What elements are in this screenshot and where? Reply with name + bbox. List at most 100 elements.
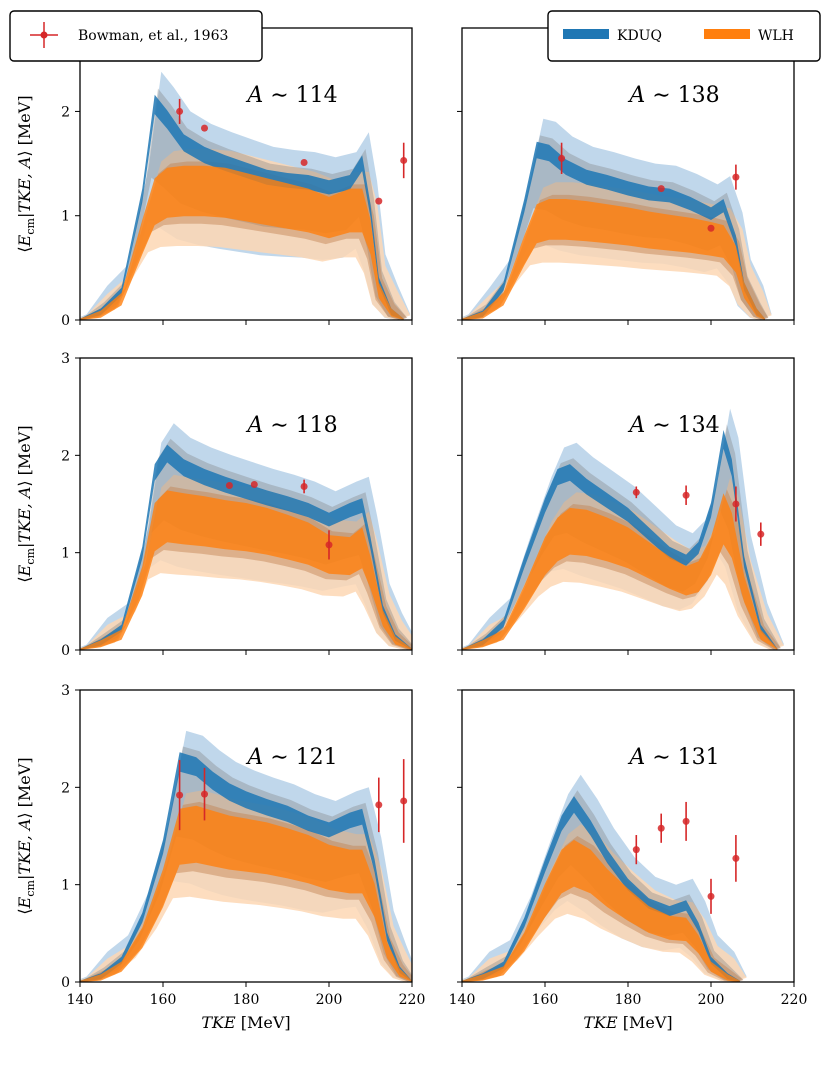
data-marker: [300, 482, 308, 490]
data-point-3: [707, 224, 715, 232]
data-point-2: [682, 485, 690, 505]
data-marker: [757, 530, 765, 538]
y-tick-label: 1: [61, 209, 70, 225]
legend-series-frame: [547, 10, 821, 62]
data-point-3: [375, 777, 383, 833]
x-axis-label: TKE [MeV]: [201, 1013, 290, 1032]
x-tick-label: 180: [615, 992, 642, 1008]
data-marker: [250, 481, 258, 489]
panel-title: A ∼ 138: [627, 83, 719, 108]
panel-5: 140 160 180 200 220 0 1 2 3 A ∼ 121 ⟨Ecm|TKE, A⟩ […: [15, 683, 425, 1032]
data-marker: [375, 197, 383, 205]
data-point-4: [375, 197, 383, 205]
y-axis-label: ⟨Ecm|TKE, A⟩ [MeV]: [15, 425, 37, 582]
panel-2-plot-area: [462, 118, 772, 320]
panel-3-plot-area: [80, 423, 412, 650]
x-tick-label: 200: [316, 992, 343, 1008]
wlh-inner-band: [462, 839, 740, 982]
panel-6: 140 160 180 200 220 A ∼ 131 TKE [MeV]: [449, 689, 808, 1032]
wlh-inner-band: [462, 493, 778, 650]
panel-3: 0 1 2 3 A ∼ 118 ⟨Ecm|TKE, A⟩ [MeV]: [15, 351, 413, 659]
data-marker: [732, 500, 740, 508]
data-marker: [300, 159, 308, 167]
data-point-4: [707, 878, 715, 914]
panel-6-plot-area: [462, 774, 747, 982]
data-point-3: [300, 159, 308, 167]
data-point-1: [176, 760, 184, 831]
x-tick-label: 160: [532, 992, 559, 1008]
panel-title: A ∼ 114: [245, 83, 337, 108]
legend-data: Bowman, et al., 1963: [9, 10, 263, 62]
panel-1-plot-area: [80, 71, 411, 320]
data-marker: [682, 491, 690, 499]
panels-group: 0 1 2 A ∼ 114 ⟨Ecm|TKE, A⟩ [MeV] A ∼ 138 0 1 2 3 A…: [15, 27, 808, 1032]
panel-4: A ∼ 134: [457, 357, 795, 655]
data-point-2: [250, 481, 258, 489]
data-point-3: [732, 486, 740, 522]
y-tick-label: 0: [61, 975, 70, 991]
y-tick-label: 2: [61, 448, 70, 464]
data-marker: [225, 482, 233, 490]
wlh-inner-band: [80, 805, 412, 982]
data-marker: [632, 488, 640, 496]
y-tick-label: 2: [61, 104, 70, 120]
panel-2: A ∼ 138: [457, 27, 795, 325]
kduq-inner-band: [80, 444, 412, 650]
data-point-3: [682, 801, 690, 841]
panel-title: A ∼ 134: [627, 413, 719, 438]
data-point-1: [225, 482, 233, 490]
legend-wlh-swatch: [704, 29, 750, 39]
data-marker: [632, 846, 640, 854]
x-tick-label: 140: [449, 992, 476, 1008]
kduq-inner-band: [80, 752, 412, 982]
panel-title: A ∼ 131: [627, 745, 719, 770]
x-tick-label: 220: [399, 992, 426, 1008]
x-tick-label: 220: [781, 992, 808, 1008]
wlh-mid-band: [462, 489, 781, 650]
x-tick-label: 180: [233, 992, 260, 1008]
data-point-5: [732, 835, 740, 882]
legend-data-marker: [40, 31, 48, 39]
wlh-inner-band: [80, 165, 404, 320]
data-point-1: [632, 835, 640, 865]
y-tick-label: 1: [61, 878, 70, 894]
y-tick-label: 3: [61, 351, 70, 367]
panel-4-plot-area: [462, 408, 784, 650]
data-marker: [707, 224, 715, 232]
data-marker: [707, 892, 715, 900]
data-marker: [375, 801, 383, 809]
panel-title: A ∼ 121: [245, 745, 337, 770]
y-tick-label: 1: [61, 546, 70, 562]
data-marker: [732, 173, 740, 181]
y-tick-label: 0: [61, 643, 70, 659]
data-point-1: [176, 98, 184, 124]
y-tick-label: 2: [61, 780, 70, 796]
data-point-3: [300, 479, 308, 494]
wlh-mid-band: [462, 836, 744, 982]
legend-wlh-label: WLH: [758, 28, 794, 44]
legend-kduq-swatch: [563, 29, 609, 39]
y-axis-label: ⟨Ecm|TKE, A⟩ [MeV]: [15, 95, 37, 252]
data-marker: [201, 790, 208, 798]
panel-5-plot-area: [80, 730, 412, 982]
data-marker: [657, 824, 665, 832]
data-point-2: [201, 124, 208, 132]
y-axis-label: ⟨Ecm|TKE, A⟩ [MeV]: [15, 757, 37, 914]
wlh-outer-band: [80, 790, 412, 982]
data-marker: [325, 541, 333, 549]
data-marker: [176, 107, 184, 115]
data-marker: [657, 185, 665, 193]
legend-series: KDUQ WLH: [547, 10, 821, 62]
wlh-inner-band: [80, 490, 412, 650]
data-marker: [201, 124, 208, 132]
data-point-2: [657, 185, 665, 193]
legend-data-label: Bowman, et al., 1963: [78, 28, 228, 44]
data-point-2: [201, 767, 208, 821]
legend-data-frame: [9, 10, 263, 62]
data-marker: [400, 156, 408, 164]
data-point-5: [400, 142, 408, 179]
panel-1: 0 1 2 A ∼ 114 ⟨Ecm|TKE, A⟩ [MeV]: [15, 27, 413, 329]
panel-title: A ∼ 118: [245, 413, 337, 438]
data-point-1: [558, 142, 566, 174]
